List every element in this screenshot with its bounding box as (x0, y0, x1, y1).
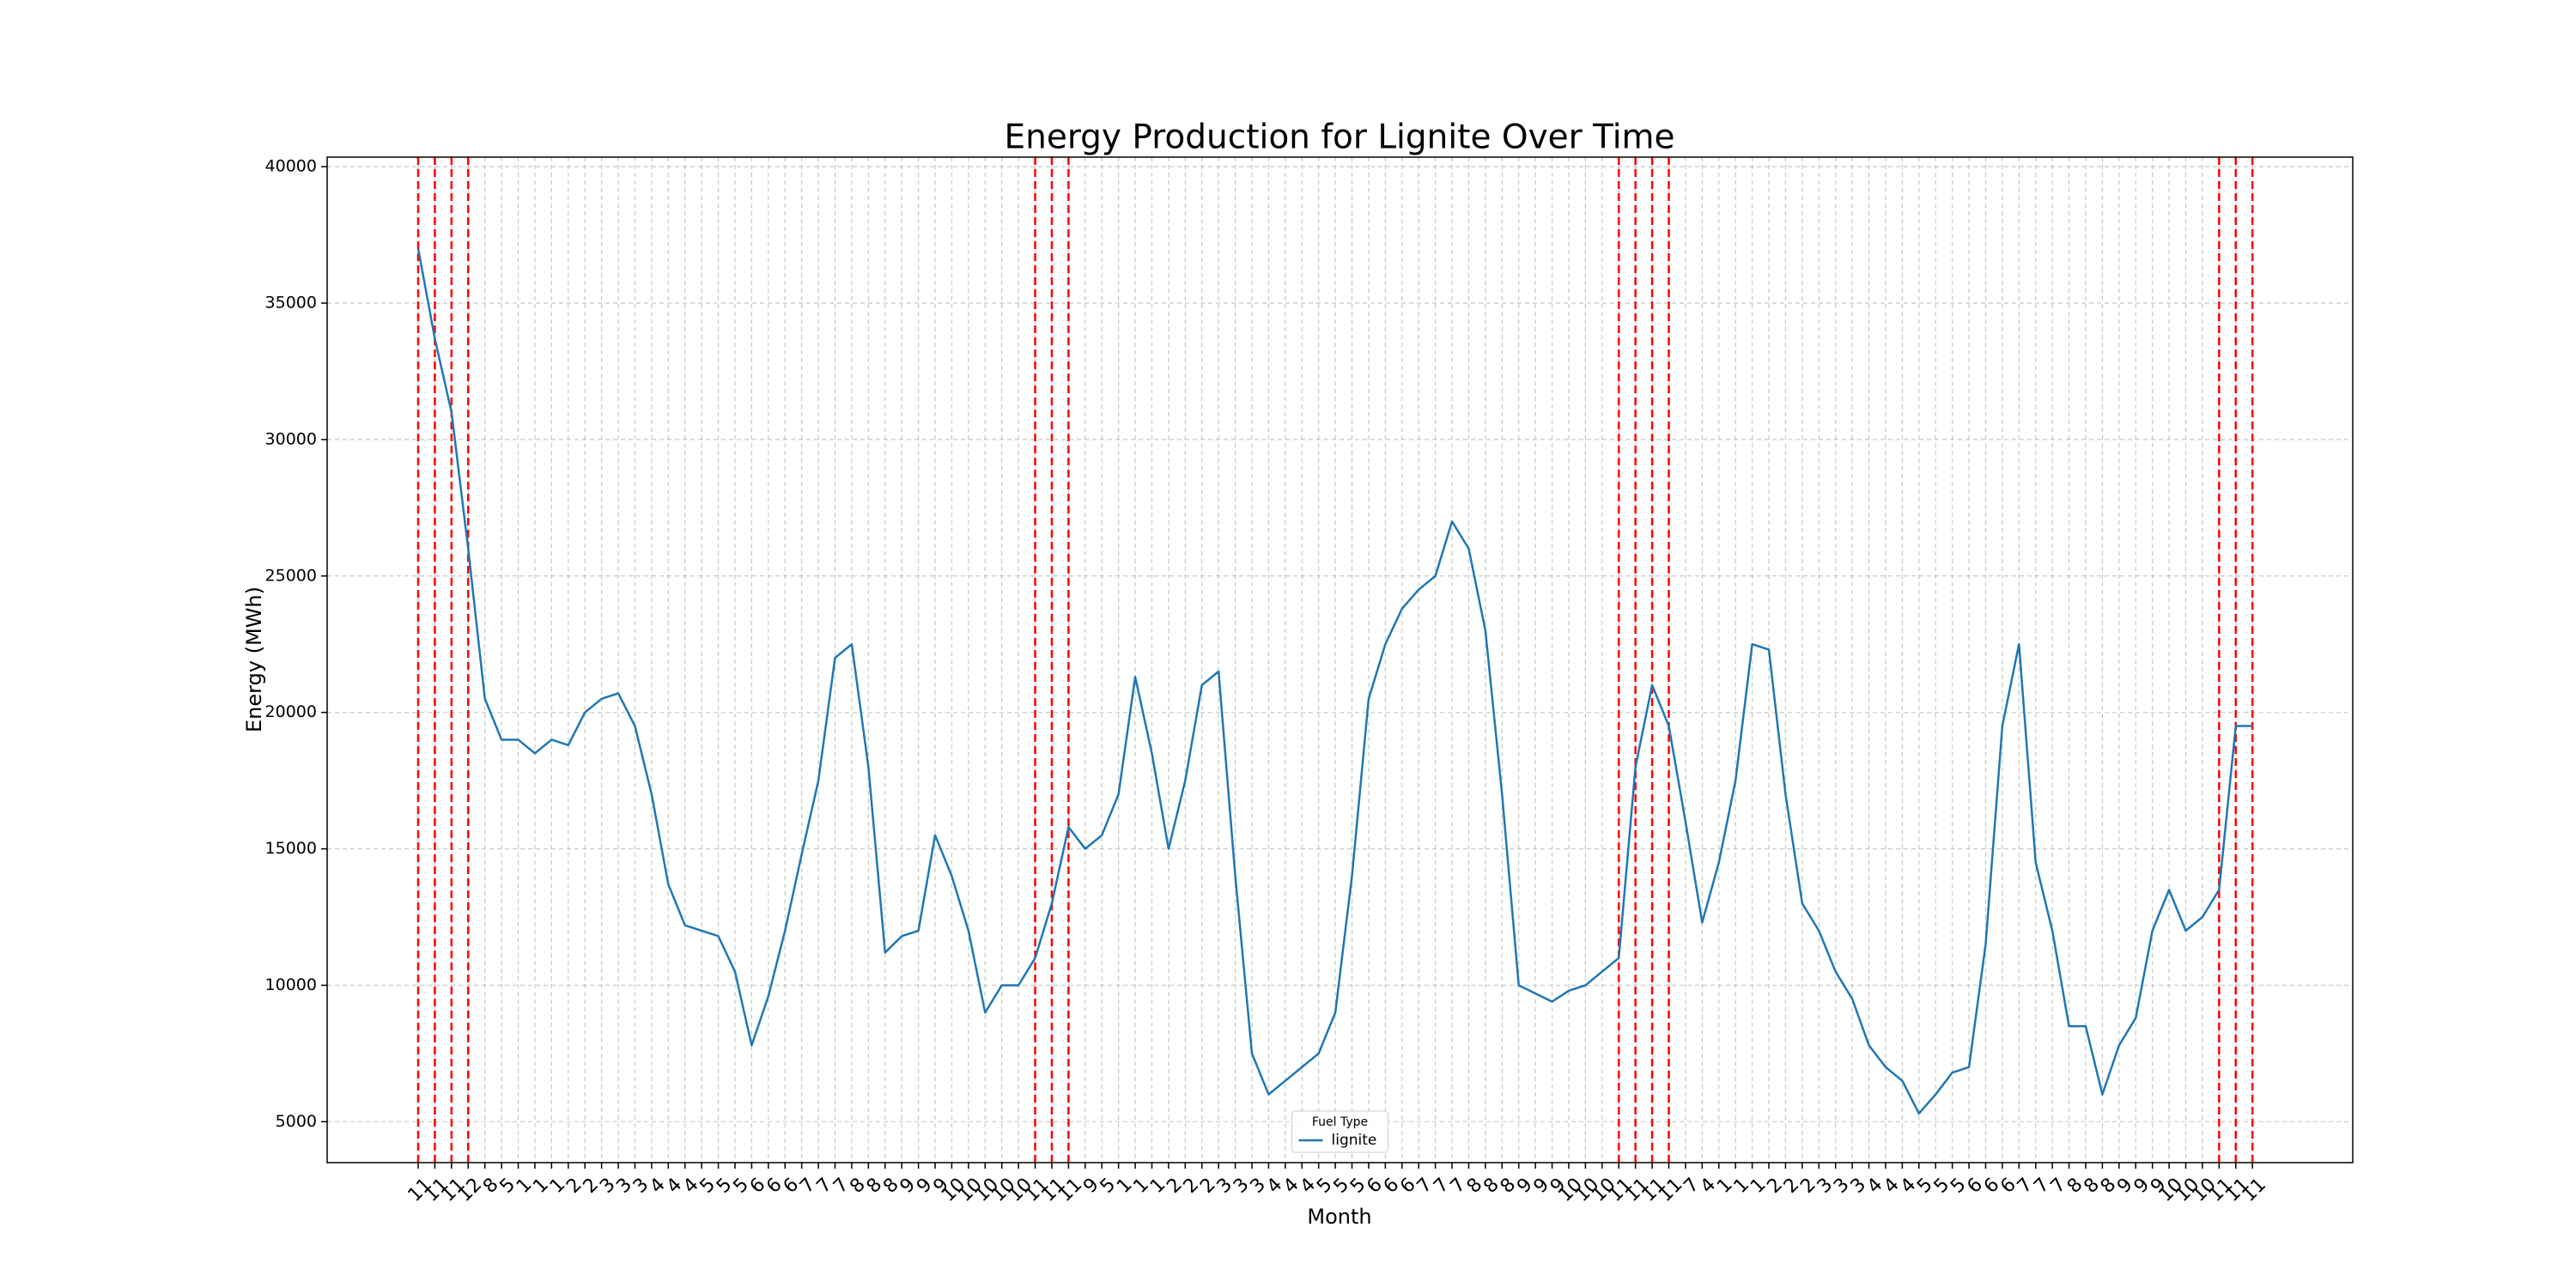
y-tick-label: 25000 (265, 566, 317, 585)
x-axis-label: Month (1307, 1205, 1371, 1229)
legend-box (1291, 1110, 1388, 1153)
y-tick-label: 40000 (265, 157, 317, 176)
data-line (416, 248, 2253, 1115)
y-tick-label: 35000 (265, 294, 317, 313)
y-axis-label: Energy (MWh) (242, 586, 266, 732)
legend: Fuel Type lignite (1291, 1110, 1388, 1153)
plot-frame (326, 156, 2354, 1163)
y-tick-label: 15000 (265, 839, 317, 858)
y-tick-label: 10000 (265, 975, 317, 994)
y-tick-label: 20000 (265, 702, 317, 721)
y-tick-label: 5000 (276, 1112, 317, 1131)
chart-title: Energy Production for Lignite Over Time (1004, 118, 1674, 157)
legend-title: Fuel Type (1312, 1115, 1368, 1129)
y-tick-label: 30000 (265, 429, 317, 448)
legend-label: lignite (1332, 1132, 1377, 1149)
